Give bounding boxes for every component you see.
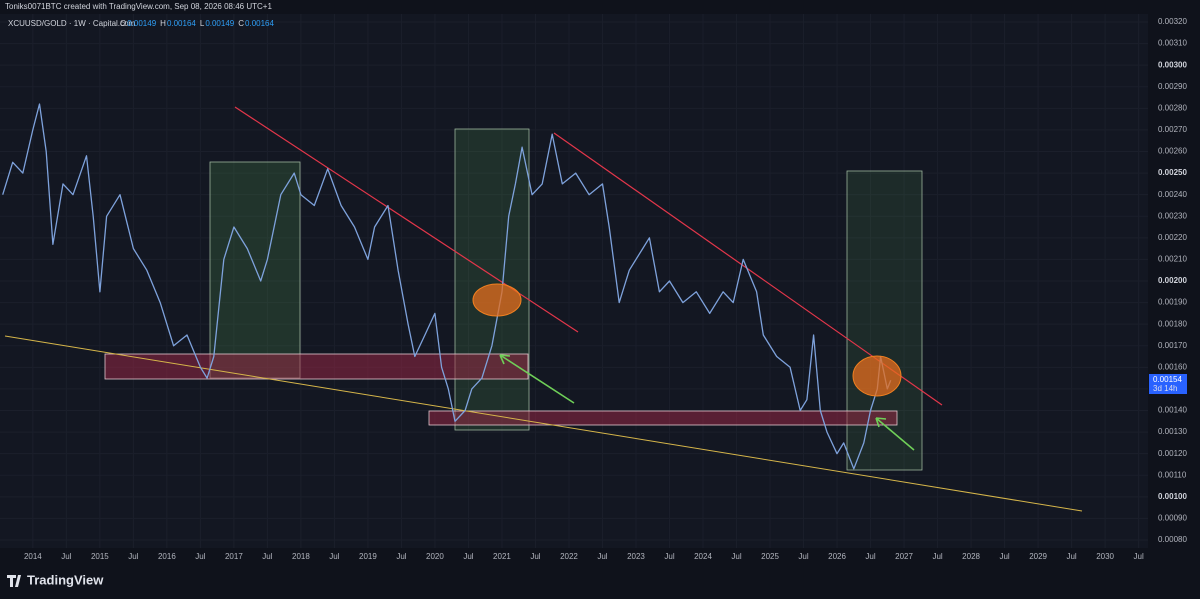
- y-tick-label: 0.00270: [1158, 125, 1187, 134]
- zone: [428, 410, 898, 426]
- x-tick-label: 2025: [761, 552, 779, 561]
- ohlc-label: H: [160, 19, 166, 28]
- y-tick-label: 0.00310: [1158, 39, 1187, 48]
- x-tick-label: Jul: [195, 552, 205, 561]
- x-tick-label: Jul: [865, 552, 875, 561]
- y-tick-label: 0.00250: [1158, 168, 1187, 177]
- y-tick-label: 0.00130: [1158, 427, 1187, 436]
- x-tick-label: 2017: [225, 552, 243, 561]
- x-tick-label: 2022: [560, 552, 578, 561]
- ellipse: [852, 355, 902, 397]
- y-tick-label: 0.00080: [1158, 535, 1187, 544]
- footer-logo: TradingView: [27, 572, 104, 587]
- x-tick-label: 2014: [24, 552, 42, 561]
- x-tick-label: 2028: [962, 552, 980, 561]
- ohlc-label: L: [200, 19, 205, 28]
- x-tick-label: 2016: [158, 552, 176, 561]
- x-tick-label: Jul: [664, 552, 674, 561]
- ohlc-value: 0.00164: [167, 19, 196, 28]
- x-tick-label: 2018: [292, 552, 310, 561]
- legend-title: XCUUSD/GOLD · 1W · Capital.com: [8, 19, 135, 28]
- y-tick-label: 0.00230: [1158, 211, 1187, 220]
- x-tick-label: Jul: [798, 552, 808, 561]
- logo-icon: [7, 575, 21, 587]
- x-tick-label: 2015: [91, 552, 109, 561]
- y-tick-label: 0.00090: [1158, 514, 1187, 523]
- highlights: [472, 283, 915, 451]
- y-tick-label: 0.00180: [1158, 319, 1187, 328]
- x-tick-label: Jul: [61, 552, 71, 561]
- x-tick-label: 2030: [1096, 552, 1114, 561]
- x-tick-label: Jul: [1066, 552, 1076, 561]
- y-tick-label: 0.00290: [1158, 82, 1187, 91]
- y-tick-label: 0.00100: [1158, 492, 1187, 501]
- arrow: [875, 417, 915, 451]
- y-tick-label: 0.00170: [1158, 341, 1187, 350]
- box: [209, 161, 301, 379]
- header: Toniks0071BTC created with TradingView.c…: [5, 2, 272, 11]
- ohlc-value: 0.00149: [127, 19, 156, 28]
- y-tick-label: 0.00140: [1158, 406, 1187, 415]
- x-tick-label: 2023: [627, 552, 645, 561]
- x-tick-label: Jul: [329, 552, 339, 561]
- y-tick-label: 0.00160: [1158, 362, 1187, 371]
- x-tick-label: Jul: [597, 552, 607, 561]
- y-tick-label: 0.00200: [1158, 276, 1187, 285]
- y-tick-label: 0.00260: [1158, 147, 1187, 156]
- ohlc-value: 0.00149: [205, 19, 234, 28]
- drawings: [4, 106, 1083, 512]
- y-tick-label: 0.00240: [1158, 190, 1187, 199]
- x-tick-label: Jul: [999, 552, 1009, 561]
- x-tick-label: Jul: [731, 552, 741, 561]
- arrow: [499, 354, 575, 404]
- countdown: 3d 14h: [1153, 384, 1177, 393]
- x-tick-label: Jul: [463, 552, 473, 561]
- price-line: [2, 103, 892, 470]
- x-tick-label: Jul: [1134, 552, 1144, 561]
- x-tick-label: 2019: [359, 552, 377, 561]
- x-tick-label: 2020: [426, 552, 444, 561]
- ellipse: [472, 283, 522, 317]
- y-tick-label: 0.00300: [1158, 60, 1187, 69]
- x-tick-label: 2026: [828, 552, 846, 561]
- y-tick-label: 0.00120: [1158, 449, 1187, 458]
- ohlc-value: 0.00164: [245, 19, 274, 28]
- y-tick-label: 0.00280: [1158, 103, 1187, 112]
- y-tick-label: 0.00110: [1158, 470, 1187, 479]
- zone: [104, 353, 529, 380]
- y-tick-label: 0.00220: [1158, 233, 1187, 242]
- x-tick-label: Jul: [396, 552, 406, 561]
- x-tick-label: 2024: [694, 552, 712, 561]
- y-tick-label: 0.00210: [1158, 255, 1187, 264]
- x-tick-label: 2027: [895, 552, 913, 561]
- price-tag: 0.00154: [1153, 375, 1182, 384]
- x-tick-label: Jul: [128, 552, 138, 561]
- ohlc-label: C: [238, 19, 244, 28]
- trendline: [4, 335, 1083, 512]
- x-tick-label: 2021: [493, 552, 511, 561]
- x-tick-label: Jul: [530, 552, 540, 561]
- box: [454, 128, 530, 431]
- x-tick-label: 2029: [1029, 552, 1047, 561]
- y-tick-label: 0.00190: [1158, 298, 1187, 307]
- price-tag-bg: [1149, 374, 1187, 394]
- ohlc-label: O: [120, 19, 126, 28]
- x-tick-label: Jul: [262, 552, 272, 561]
- y-tick-label: 0.00320: [1158, 17, 1187, 26]
- x-tick-label: Jul: [932, 552, 942, 561]
- trendline: [234, 106, 579, 333]
